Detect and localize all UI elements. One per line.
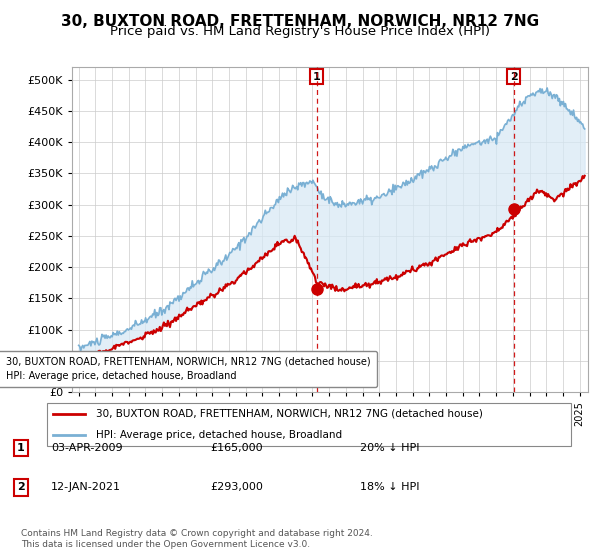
Text: 2: 2	[17, 482, 25, 492]
Text: £165,000: £165,000	[210, 443, 263, 453]
FancyBboxPatch shape	[47, 403, 571, 446]
Legend: 30, BUXTON ROAD, FRETTENHAM, NORWICH, NR12 7NG (detached house), HPI: Average pr: 30, BUXTON ROAD, FRETTENHAM, NORWICH, NR…	[0, 351, 377, 387]
Text: 20% ↓ HPI: 20% ↓ HPI	[360, 443, 419, 453]
Text: 12-JAN-2021: 12-JAN-2021	[51, 482, 121, 492]
Text: 30, BUXTON ROAD, FRETTENHAM, NORWICH, NR12 7NG (detached house): 30, BUXTON ROAD, FRETTENHAM, NORWICH, NR…	[96, 409, 483, 419]
Text: £293,000: £293,000	[210, 482, 263, 492]
Text: Price paid vs. HM Land Registry's House Price Index (HPI): Price paid vs. HM Land Registry's House …	[110, 25, 490, 38]
Text: Contains HM Land Registry data © Crown copyright and database right 2024.
This d: Contains HM Land Registry data © Crown c…	[21, 529, 373, 549]
Text: HPI: Average price, detached house, Broadland: HPI: Average price, detached house, Broa…	[96, 430, 342, 440]
Text: 18% ↓ HPI: 18% ↓ HPI	[360, 482, 419, 492]
Text: 2: 2	[509, 72, 517, 82]
Text: 03-APR-2009: 03-APR-2009	[51, 443, 122, 453]
Text: 30, BUXTON ROAD, FRETTENHAM, NORWICH, NR12 7NG: 30, BUXTON ROAD, FRETTENHAM, NORWICH, NR…	[61, 14, 539, 29]
Text: 1: 1	[313, 72, 320, 82]
Text: 1: 1	[17, 443, 25, 453]
